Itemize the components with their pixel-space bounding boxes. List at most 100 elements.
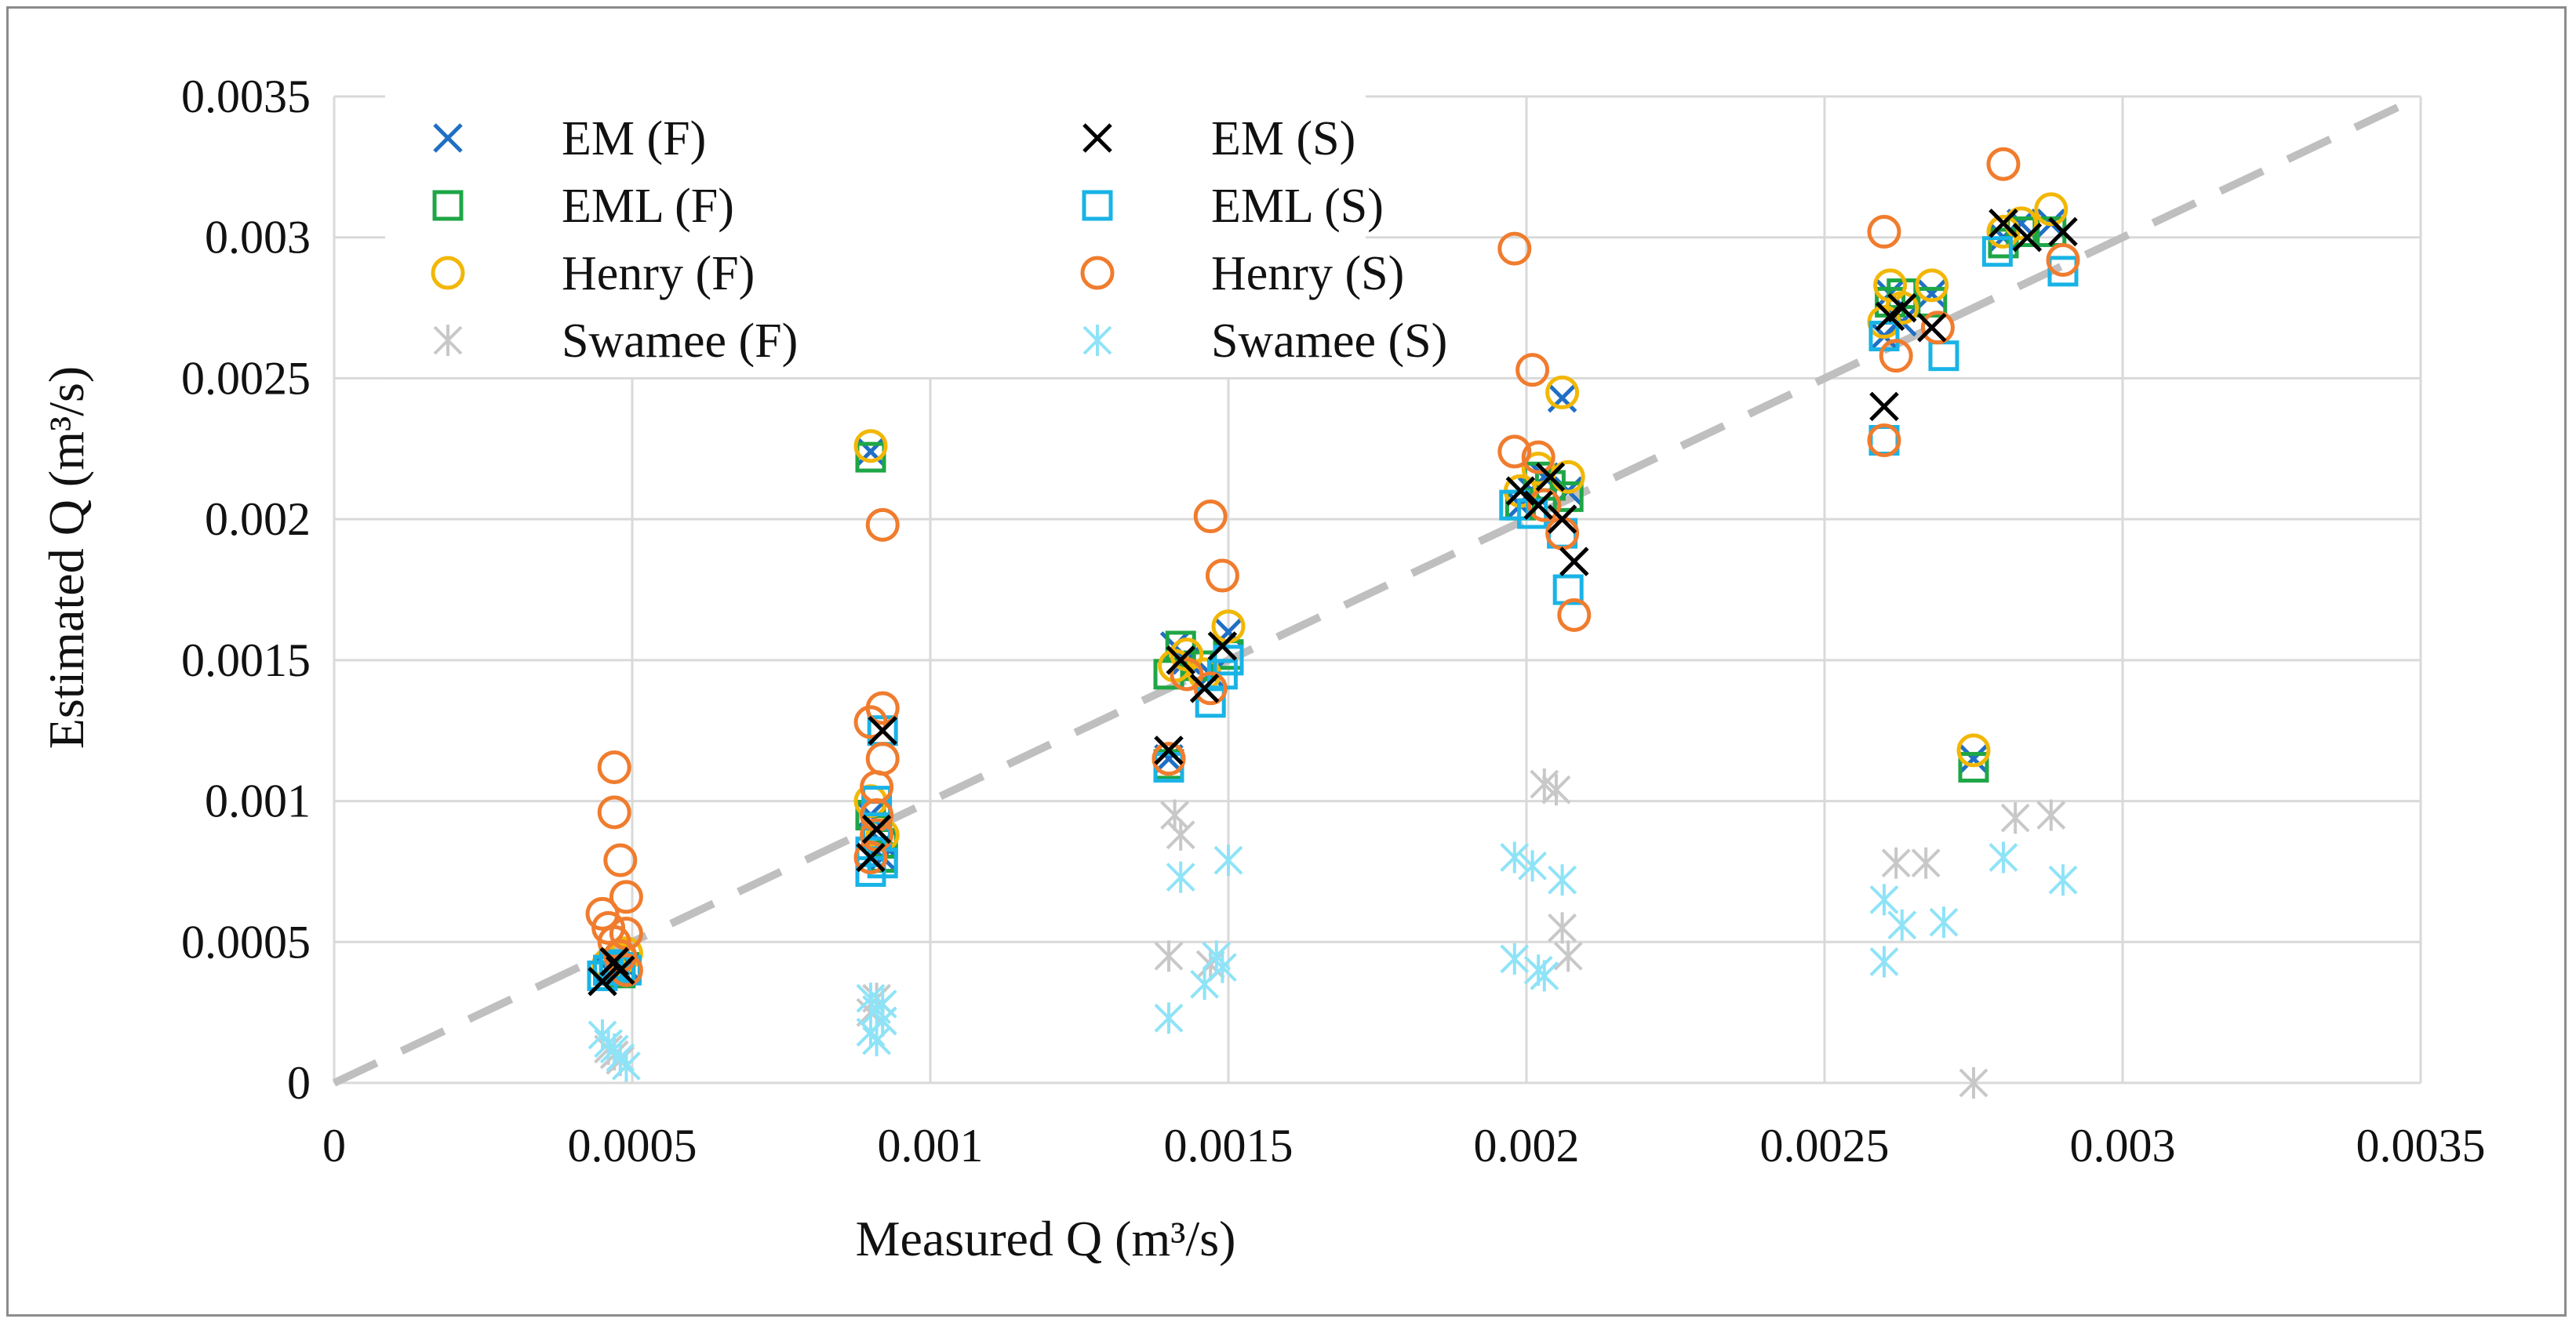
data-point — [868, 988, 897, 1020]
data-point — [1547, 383, 1577, 413]
data-point — [609, 880, 643, 914]
data-point — [1920, 311, 1955, 345]
data-point — [1530, 960, 1559, 992]
data-point — [2048, 216, 2078, 247]
data-point — [1207, 951, 1237, 983]
data-point — [1867, 215, 1901, 249]
legend-item: EM (S) — [1082, 112, 1355, 165]
x-tick-label: 0.001 — [878, 1120, 984, 1172]
data-point — [1500, 943, 1530, 975]
data-point — [1917, 278, 1947, 309]
legend-label: EML (F) — [562, 180, 734, 233]
legend-item: EML (S) — [1082, 180, 1384, 233]
y-tick-label: 0.0035 — [181, 71, 311, 122]
legend-item: EML (F) — [432, 180, 734, 233]
data-point — [2012, 222, 2043, 252]
x-tick-label: 0 — [322, 1120, 346, 1172]
data-point — [1534, 470, 1566, 501]
data-point — [865, 691, 900, 725]
data-point — [1545, 375, 1580, 409]
data-point — [2047, 256, 2079, 287]
legend-item: Henry (F) — [431, 247, 755, 300]
data-point — [1911, 847, 1941, 879]
series-swamee-s — [588, 841, 2078, 1082]
y-tick-label: 0.001 — [205, 776, 311, 827]
data-point — [865, 507, 900, 542]
data-point — [1166, 645, 1195, 675]
data-point — [856, 842, 886, 873]
x-tick-label: 0.003 — [2070, 1120, 2176, 1172]
data-point — [1521, 440, 1555, 474]
data-point — [1887, 909, 1917, 941]
data-point — [1958, 751, 1989, 783]
data-point — [1154, 736, 1184, 765]
y-tick-label: 0 — [287, 1057, 311, 1109]
scatter-chart: 0 0.0005 0.001 0.0015 0.002 0.0025 0.003 0.0035… — [38, 71, 2486, 1266]
data-point — [606, 955, 635, 985]
data-point — [1518, 850, 1548, 882]
data-point — [861, 814, 892, 845]
data-point — [1988, 208, 2018, 238]
data-point — [861, 786, 893, 817]
data-point — [1213, 645, 1244, 676]
data-point — [1190, 968, 1220, 1001]
data-point — [1497, 434, 1532, 469]
chart-frame: 0 0.0005 0.001 0.0015 0.002 0.0025 0.003 0.0035… — [6, 6, 2567, 1317]
y-tick-label: 0.0005 — [181, 916, 311, 968]
legend-item: Swamee (S) — [1082, 314, 1447, 368]
data-point — [599, 1033, 629, 1065]
data-point — [1160, 799, 1190, 831]
legend-marker — [433, 123, 463, 153]
data-point — [1515, 353, 1550, 387]
data-point — [1505, 476, 1536, 506]
data-point — [1189, 674, 1220, 703]
data-point — [1548, 912, 1577, 944]
data-point — [1193, 671, 1228, 706]
data-point — [1541, 774, 1571, 806]
data-point — [1917, 312, 1947, 343]
data-point — [606, 1041, 635, 1074]
data-point — [865, 742, 900, 776]
data-point — [1523, 490, 1553, 520]
legend-item: Henry (S) — [1080, 247, 1404, 300]
data-point — [1879, 339, 1913, 373]
data-point — [1521, 451, 1555, 485]
data-point — [2036, 799, 2066, 831]
legend-marker — [433, 325, 463, 356]
data-point — [1202, 940, 1232, 972]
legend-item: Swamee (F) — [433, 314, 798, 368]
legend-marker — [431, 256, 465, 290]
legend: EM (F) EML (F) Henry (F) Swamee (F) EM (S) EM… — [431, 112, 1447, 368]
y-tick-label: 0.0025 — [181, 352, 311, 404]
reference-line-layer — [332, 93, 2423, 1087]
data-point — [597, 750, 631, 784]
data-point — [1986, 215, 2021, 249]
legend-label: Henry (S) — [1211, 247, 1404, 300]
data-point — [1869, 946, 1899, 978]
x-tick-label: 0.0035 — [2356, 1120, 2486, 1172]
legend-item: EM (F) — [433, 112, 706, 165]
legend-label: Swamee (F) — [562, 314, 798, 368]
grid-layer — [333, 95, 2422, 1084]
data-point — [1545, 516, 1580, 550]
legend-label: Swamee (S) — [1211, 314, 1447, 368]
data-point — [1535, 462, 1566, 492]
y-axis-title: Estimated Q (m³/s) — [38, 366, 94, 749]
data-point — [1929, 906, 1959, 939]
data-point — [1887, 292, 1917, 323]
legend-marker — [1082, 325, 1112, 356]
data-point — [1500, 841, 1530, 874]
x-tick-label: 0.0015 — [1164, 1120, 1293, 1172]
data-point — [1166, 819, 1195, 851]
data-point — [1869, 884, 1899, 916]
data-point — [1553, 940, 1583, 972]
data-point — [1881, 847, 1911, 879]
data-point — [1959, 1067, 1988, 1099]
reference-line — [332, 93, 2423, 1087]
data-point — [1527, 488, 1562, 522]
legend-label: EML (S) — [1211, 180, 1384, 233]
data-point — [1152, 742, 1186, 776]
data-point — [1981, 236, 2013, 267]
data-point — [1166, 861, 1195, 893]
data-point — [2046, 242, 2080, 277]
